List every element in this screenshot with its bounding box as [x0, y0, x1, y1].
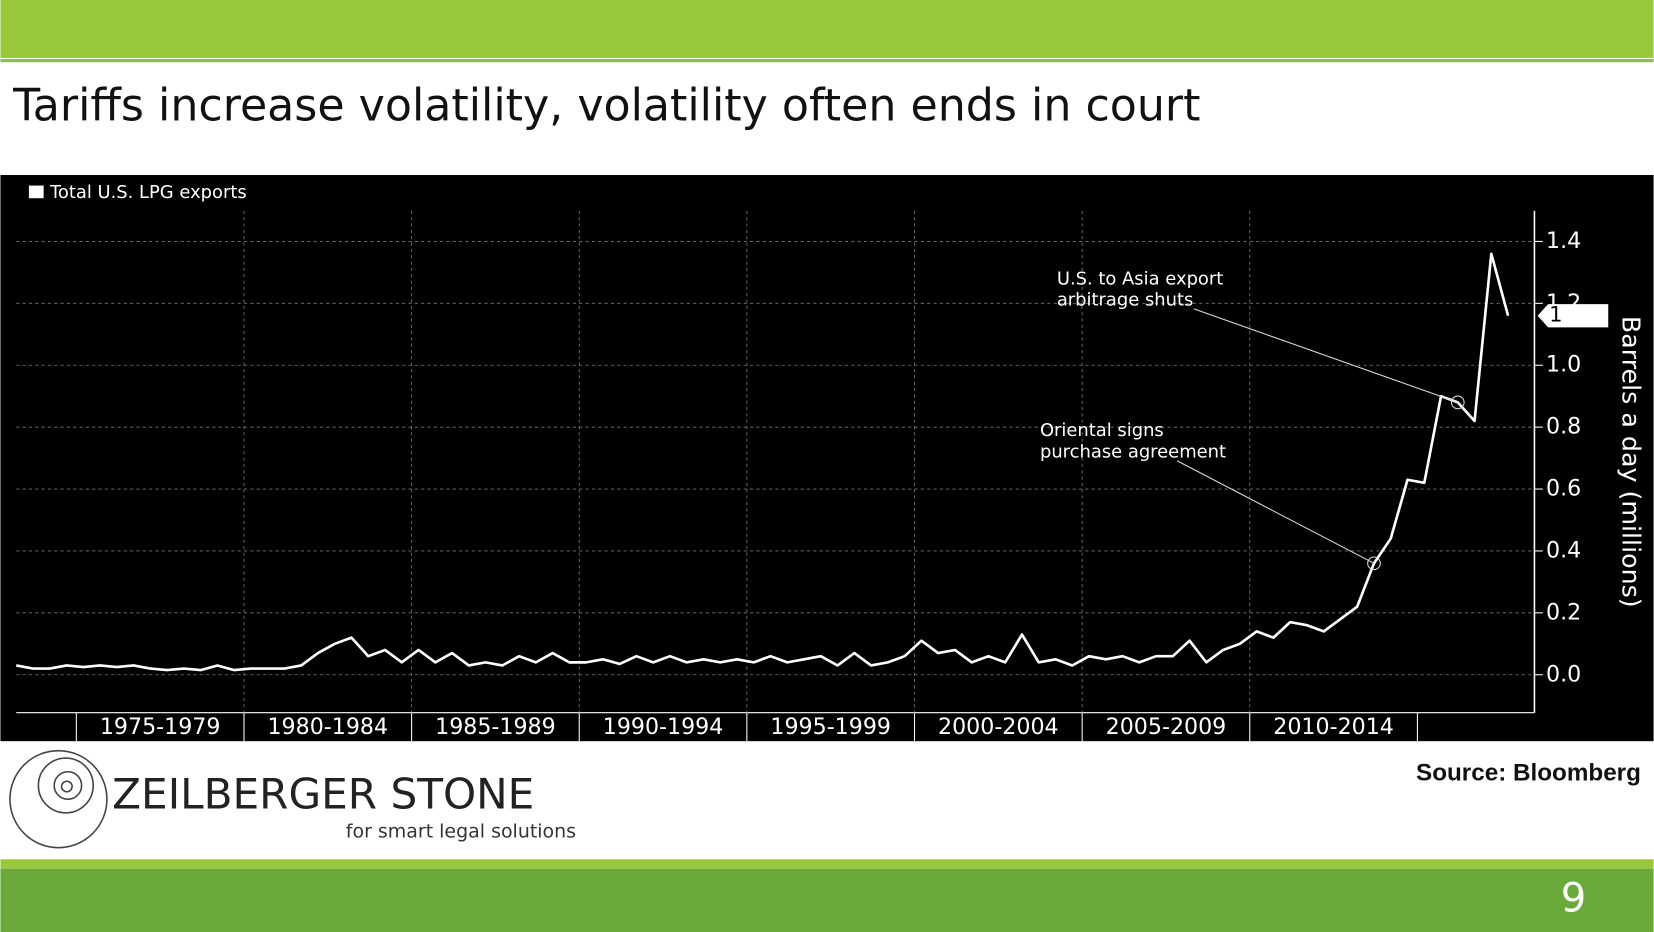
legend-swatch [28, 185, 44, 199]
logo-spiral [53, 770, 83, 800]
y-axis-label: Barrels a day (millions) [1616, 316, 1645, 608]
logo-spiral [60, 780, 73, 793]
y-tick-label: 0.8 [1546, 414, 1581, 440]
y-tick-label: 1.4 [1546, 228, 1581, 254]
y-tick-label: 0.2 [1546, 599, 1581, 625]
logo [9, 749, 108, 849]
x-tick-label: 2005-2009 [1106, 714, 1227, 740]
slide-title: Tariffs increase volatility, volatility … [12, 81, 1200, 132]
last-value-tag: 1 [1549, 302, 1562, 327]
data-line [16, 252, 1510, 672]
y-tick-label: 0.6 [1546, 476, 1581, 502]
annotation-leader [1193, 308, 1458, 403]
y-tick-label: 1.0 [1546, 352, 1581, 378]
y-tick-label: 0.0 [1546, 661, 1581, 687]
annotation-circle [1367, 556, 1381, 571]
page-number: 9 [1561, 875, 1586, 921]
annotation-leader [1176, 460, 1375, 564]
chart-bg [0, 175, 1654, 742]
logo-spiral [37, 757, 94, 814]
x-tick-label: 1985-1989 [435, 714, 556, 740]
x-tick-label: 2010-2014 [1273, 714, 1394, 740]
x-tick-label: 1995-1999 [770, 714, 891, 740]
logo-spiral [9, 749, 108, 849]
top-rule [0, 59, 1654, 63]
legend-label: Total U.S. LPG exports [49, 182, 247, 203]
last-value-tag-bg [1537, 304, 1609, 328]
x-tick-label: 2000-2004 [938, 714, 1059, 740]
x-tick-label: 1990-1994 [603, 714, 724, 740]
annotation-circle [1450, 395, 1465, 410]
x-tick-label: 1980-1984 [267, 714, 388, 740]
annotation-text: arbitrage shuts [1057, 289, 1193, 310]
annotation-text: Oriental signs [1040, 420, 1164, 441]
x-tick-label: 1975-1979 [100, 714, 221, 740]
bottom-bar [0, 868, 1654, 932]
annotation-text: U.S. to Asia export [1057, 268, 1223, 289]
y-tick-label: 0.4 [1546, 537, 1581, 563]
annotation-text: purchase agreement [1040, 441, 1226, 462]
logo-name: ZEILBERGER STONE [112, 770, 534, 819]
source: Source: Bloomberg [1416, 759, 1641, 786]
top-bar [0, 0, 1654, 58]
bottom-rule [0, 859, 1654, 869]
logo-tagline: for smart legal solutions [346, 820, 576, 842]
